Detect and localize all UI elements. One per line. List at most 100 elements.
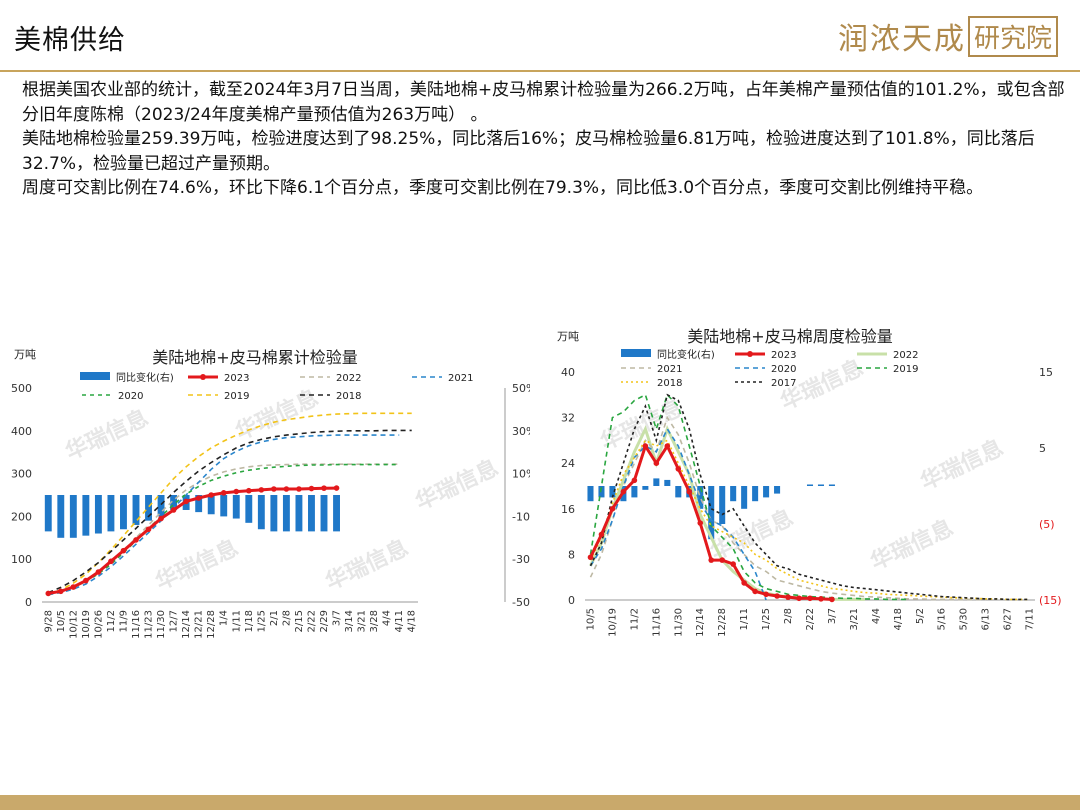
y-axis-unit-label: 万吨 <box>14 348 36 361</box>
yoy-change-bar <box>320 495 328 532</box>
legend-label: 2018 <box>336 391 361 402</box>
series-point-2023 <box>83 577 89 584</box>
watermark-text: 华瑞信息 <box>322 535 413 596</box>
x-tick-label: 2/8 <box>783 608 794 624</box>
series-point-2023 <box>609 506 616 512</box>
yoy-change-bar <box>94 495 102 534</box>
x-tick-label: 11/30 <box>673 608 684 637</box>
x-tick-label: 12/28 <box>717 608 728 637</box>
yoy-change-bar <box>220 495 228 517</box>
series-point-2023 <box>686 488 693 495</box>
watermark-text: 华瑞信息 <box>412 455 503 516</box>
series-point-2023 <box>58 588 64 595</box>
series-point-2023 <box>796 595 802 602</box>
series-point-2023 <box>296 486 302 492</box>
x-tick-label: 1/25 <box>761 608 772 630</box>
legend-label: 2023 <box>224 373 249 384</box>
chart-title: 美陆地棉+皮马棉周度检验量 <box>687 327 892 346</box>
yoy-change-bar <box>120 495 127 530</box>
y2-tick-label: 50% <box>512 382 530 395</box>
series-point-2023 <box>120 547 127 554</box>
watermark-text: 华瑞信息 <box>867 515 958 576</box>
x-tick-label: 12/21 <box>194 610 205 639</box>
yoy-change-bar <box>195 495 203 513</box>
legend-label: 2019 <box>224 391 249 402</box>
yoy-change-bar <box>708 486 715 540</box>
series-line-2022 <box>589 424 865 601</box>
series-point-2023 <box>145 526 152 533</box>
series-point-2023 <box>697 520 704 526</box>
x-tick-label: 2/22 <box>805 608 816 630</box>
y-tick-label: 400 <box>11 425 32 438</box>
x-tick-label: 3/14 <box>344 610 355 632</box>
series-point-2023 <box>95 569 102 575</box>
legend-swatch-marker <box>200 374 206 380</box>
series-point-2023 <box>587 554 594 561</box>
x-tick-label: 1/11 <box>231 610 242 632</box>
series-point-2023 <box>631 477 638 484</box>
y-tick-label: 32 <box>561 412 575 425</box>
y2-tick-label: (5) <box>1039 518 1055 531</box>
legend-swatch-marker <box>747 351 753 357</box>
yoy-change-bar <box>631 486 638 498</box>
series-point-2023 <box>321 485 327 491</box>
yoy-change-bar <box>257 495 265 530</box>
y2-tick-label: 30% <box>512 425 530 438</box>
x-tick-label: 10/26 <box>93 610 104 639</box>
yoy-change-bar <box>170 495 178 510</box>
x-tick-label: 3/7 <box>827 608 838 624</box>
x-tick-label: 9/28 <box>43 610 54 632</box>
series-point-2023 <box>308 485 315 492</box>
legend-label: 2021 <box>657 364 682 375</box>
x-tick-label: 11/9 <box>118 610 129 632</box>
yoy-change-bar <box>763 486 770 498</box>
yoy-change-bar <box>664 479 671 486</box>
x-tick-label: 11/16 <box>651 608 662 637</box>
yoy-change-bar <box>44 495 52 532</box>
summary-text: 根据美国农业部的统计，截至2024年3月7日当周，美陆地棉+皮马棉累计检验量为2… <box>22 78 1072 201</box>
y-tick-label: 0 <box>25 596 32 609</box>
legend-label: 2023 <box>771 350 796 361</box>
series-point-2023 <box>763 591 769 598</box>
series-point-2023 <box>108 558 114 565</box>
legend-label: 同比变化(右) <box>657 348 715 361</box>
x-tick-label: 3/21 <box>849 608 860 630</box>
yoy-change-bar <box>697 486 704 509</box>
x-tick-label: 1/25 <box>256 610 267 632</box>
yoy-change-bar <box>232 495 240 519</box>
y-tick-label: 0 <box>568 594 575 607</box>
y-tick-label: 8 <box>568 548 575 561</box>
x-tick-label: 1/4 <box>219 610 230 626</box>
series-point-2023 <box>45 590 52 597</box>
x-tick-label: 2/1 <box>269 610 280 626</box>
series-line-2018 <box>47 429 412 594</box>
yoy-change-bar <box>245 495 253 523</box>
series-point-2023 <box>183 498 189 505</box>
series-line-2017 <box>589 393 1030 601</box>
x-tick-label: 5/2 <box>915 608 926 624</box>
yoy-change-bar <box>828 484 835 486</box>
x-tick-label: 10/19 <box>607 608 618 637</box>
series-point-2023 <box>642 443 649 449</box>
series-point-2023 <box>653 460 660 466</box>
yoy-change-bar <box>609 486 616 498</box>
series-point-2023 <box>170 507 177 513</box>
footer-bar <box>0 795 1080 810</box>
y2-tick-label: -30% <box>512 553 530 566</box>
x-tick-label: 10/12 <box>68 610 79 639</box>
series-point-2023 <box>719 557 725 563</box>
series-point-2023 <box>730 561 736 567</box>
logo-box-text: 研究院 <box>967 16 1058 57</box>
x-tick-label: 10/19 <box>81 610 92 639</box>
series-point-2023 <box>220 490 227 496</box>
legend-label: 2017 <box>771 378 796 389</box>
x-tick-label: 12/14 <box>695 608 706 637</box>
logo-text: 润浓天成 <box>838 22 966 57</box>
series-point-2023 <box>208 492 214 498</box>
yoy-change-bar <box>270 495 278 532</box>
summary-paragraph: 周度可交割比例在74.6%，环比下降6.1个百分点，季度可交割比例在79.3%，… <box>22 178 984 198</box>
x-tick-label: 3/21 <box>357 610 368 632</box>
y-tick-label: 100 <box>11 553 32 566</box>
yoy-change-bar <box>675 486 682 498</box>
x-tick-label: 6/13 <box>981 608 992 630</box>
